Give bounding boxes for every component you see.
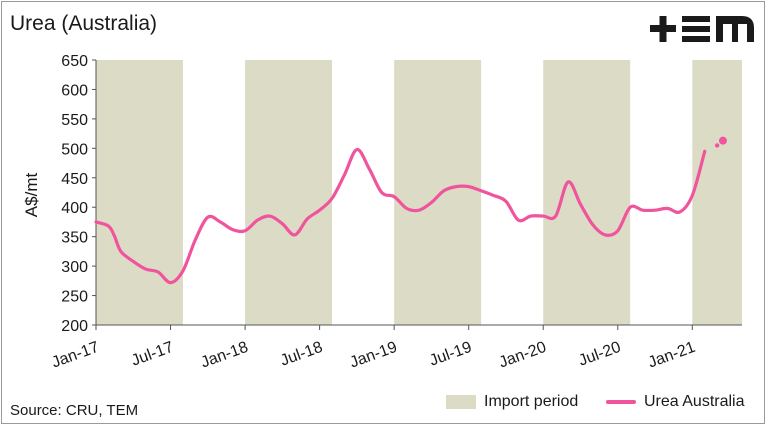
y-tick-label: 600 <box>61 82 88 99</box>
legend-swatch-import <box>446 395 476 409</box>
y-tick-label: 250 <box>61 289 88 306</box>
import-period-band-2 <box>394 60 482 325</box>
x-tick-label: Jan-17 <box>50 339 102 372</box>
y-tick-label: 450 <box>61 171 88 188</box>
import-period-band-3 <box>543 60 631 325</box>
x-tick-label: Jul-18 <box>278 339 325 370</box>
source-note: Source: CRU, TEM <box>10 402 139 419</box>
urea-australia-point <box>718 136 727 145</box>
urea-australia-point <box>714 143 720 148</box>
y-tick-label: 300 <box>61 259 88 276</box>
x-tick-label: Jan-21 <box>646 339 698 372</box>
legend-label-import: Import period <box>484 393 579 410</box>
x-tick-label: Jan-18 <box>199 339 251 372</box>
y-tick-label: 350 <box>61 230 88 247</box>
y-tick-label: 550 <box>61 112 88 129</box>
chart-title: Urea (Australia) <box>10 12 158 35</box>
x-tick-label: Jul-20 <box>576 339 623 370</box>
legend-import-period: Import period <box>446 393 578 411</box>
import-period-band-4 <box>692 60 742 325</box>
y-tick-label: 400 <box>61 200 88 217</box>
import-period-band-0 <box>96 60 183 325</box>
legend-swatch-urea <box>606 400 636 404</box>
y-tick-label: 500 <box>61 141 88 158</box>
urea-australia-line <box>94 147 707 285</box>
x-tick-label: Jul-19 <box>427 339 474 370</box>
y-axis-label: A$/mt <box>22 173 41 218</box>
import-period-band-1 <box>245 60 333 325</box>
y-tick-label: 650 <box>61 53 88 70</box>
tem-logo <box>650 16 754 42</box>
legend-label-urea: Urea Australia <box>644 393 745 410</box>
y-tick-label: 200 <box>61 318 88 335</box>
x-tick-label: Jan-19 <box>348 339 400 372</box>
legend-urea-australia: Urea Australia <box>606 393 745 411</box>
x-tick-label: Jul-17 <box>129 339 176 370</box>
x-tick-label: Jan-20 <box>497 339 549 372</box>
